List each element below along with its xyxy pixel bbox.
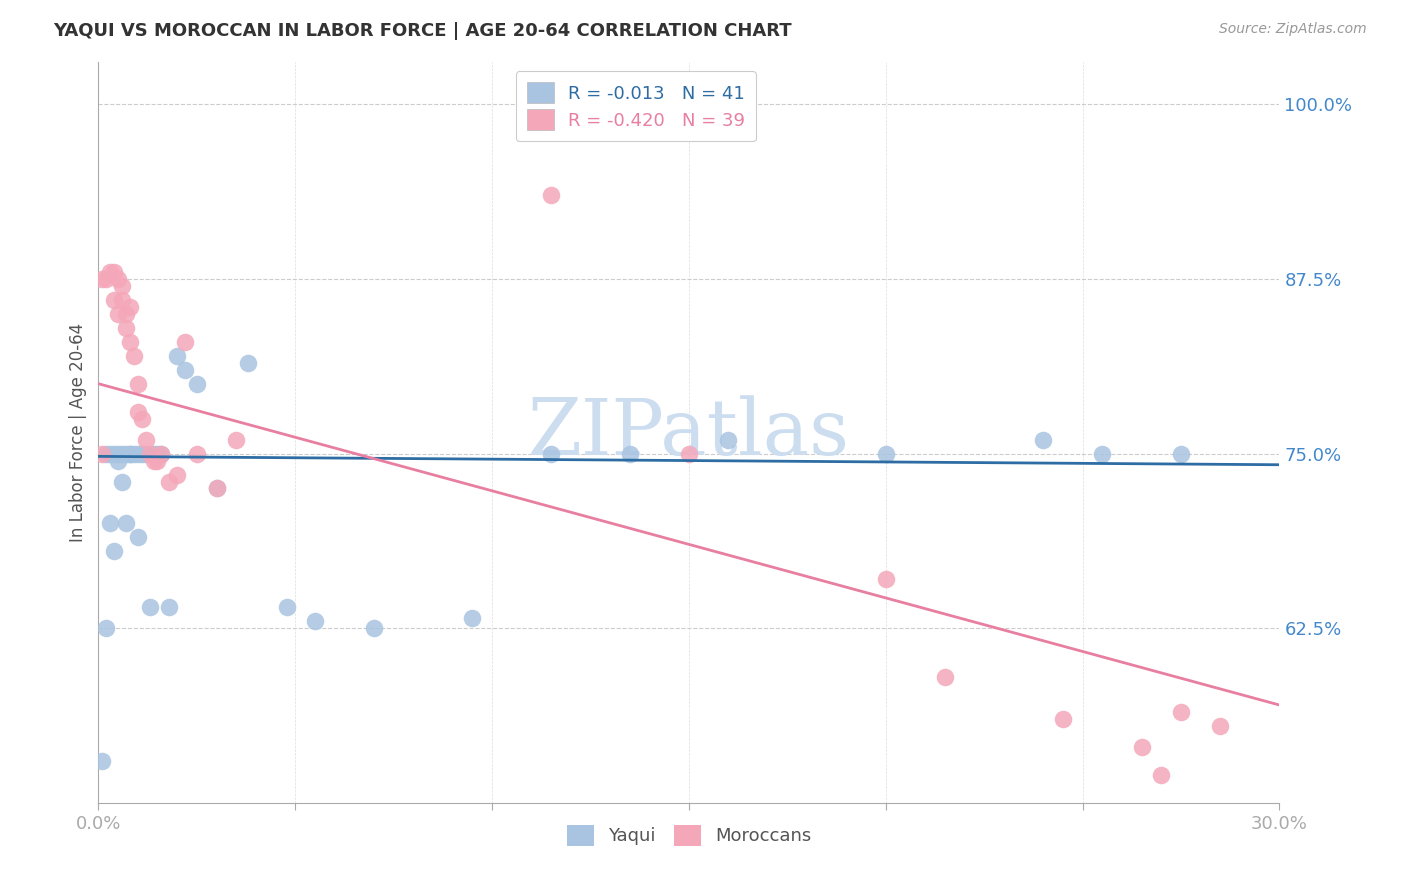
Point bbox=[138, 446, 160, 460]
Point bbox=[122, 349, 145, 363]
Point bbox=[96, 621, 118, 635]
Point bbox=[96, 272, 118, 286]
Point bbox=[111, 279, 134, 293]
Point bbox=[98, 516, 121, 531]
Point bbox=[111, 475, 134, 489]
Point bbox=[875, 572, 897, 586]
Point bbox=[127, 530, 149, 544]
Point bbox=[304, 614, 326, 628]
Point bbox=[118, 446, 141, 460]
Point bbox=[96, 446, 118, 460]
Point bbox=[1032, 433, 1054, 447]
Point bbox=[174, 334, 197, 349]
Text: Source: ZipAtlas.com: Source: ZipAtlas.com bbox=[1219, 22, 1367, 37]
Point bbox=[135, 446, 157, 460]
Point bbox=[363, 621, 385, 635]
Point bbox=[146, 446, 169, 460]
Point bbox=[150, 446, 173, 460]
Point bbox=[118, 334, 141, 349]
Point bbox=[107, 307, 129, 321]
Point bbox=[127, 405, 149, 419]
Point bbox=[107, 446, 129, 460]
Point bbox=[1150, 768, 1173, 782]
Point bbox=[150, 446, 173, 460]
Point bbox=[111, 446, 134, 460]
Point bbox=[174, 363, 197, 377]
Point bbox=[205, 482, 228, 496]
Point bbox=[142, 446, 165, 460]
Point bbox=[540, 97, 562, 112]
Point bbox=[186, 446, 208, 460]
Point bbox=[1130, 739, 1153, 754]
Point bbox=[131, 411, 153, 425]
Point bbox=[103, 446, 125, 460]
Point bbox=[115, 307, 138, 321]
Point bbox=[91, 446, 114, 460]
Legend: Yaqui, Moroccans: Yaqui, Moroccans bbox=[560, 818, 818, 853]
Point bbox=[115, 446, 138, 460]
Point bbox=[678, 446, 700, 460]
Point bbox=[115, 321, 138, 335]
Point bbox=[91, 754, 114, 768]
Point bbox=[717, 433, 740, 447]
Point bbox=[875, 446, 897, 460]
Point bbox=[91, 272, 114, 286]
Point bbox=[127, 376, 149, 391]
Point bbox=[103, 544, 125, 558]
Point bbox=[236, 356, 259, 370]
Y-axis label: In Labor Force | Age 20-64: In Labor Force | Age 20-64 bbox=[69, 323, 87, 542]
Point bbox=[118, 446, 141, 460]
Point bbox=[127, 446, 149, 460]
Point bbox=[166, 467, 188, 482]
Point bbox=[107, 272, 129, 286]
Point bbox=[103, 293, 125, 307]
Point bbox=[111, 293, 134, 307]
Point bbox=[1052, 712, 1074, 726]
Point bbox=[186, 376, 208, 391]
Point bbox=[619, 446, 641, 460]
Text: ZIPatlas: ZIPatlas bbox=[527, 395, 851, 470]
Point bbox=[166, 349, 188, 363]
Point bbox=[138, 600, 160, 615]
Point bbox=[118, 300, 141, 314]
Point bbox=[540, 446, 562, 460]
Point bbox=[135, 433, 157, 447]
Point bbox=[461, 611, 484, 625]
Point bbox=[1170, 446, 1192, 460]
Point bbox=[142, 453, 165, 467]
Point bbox=[115, 516, 138, 531]
Point bbox=[146, 453, 169, 467]
Point bbox=[98, 265, 121, 279]
Point bbox=[107, 453, 129, 467]
Point bbox=[122, 446, 145, 460]
Point bbox=[540, 188, 562, 202]
Point bbox=[1091, 446, 1114, 460]
Point bbox=[131, 446, 153, 460]
Point bbox=[157, 475, 180, 489]
Text: YAQUI VS MOROCCAN IN LABOR FORCE | AGE 20-64 CORRELATION CHART: YAQUI VS MOROCCAN IN LABOR FORCE | AGE 2… bbox=[53, 22, 792, 40]
Point bbox=[1209, 719, 1232, 733]
Point bbox=[98, 446, 121, 460]
Point bbox=[934, 670, 956, 684]
Point bbox=[157, 600, 180, 615]
Point bbox=[103, 265, 125, 279]
Point bbox=[205, 482, 228, 496]
Point bbox=[1170, 705, 1192, 719]
Point bbox=[225, 433, 247, 447]
Point bbox=[276, 600, 298, 615]
